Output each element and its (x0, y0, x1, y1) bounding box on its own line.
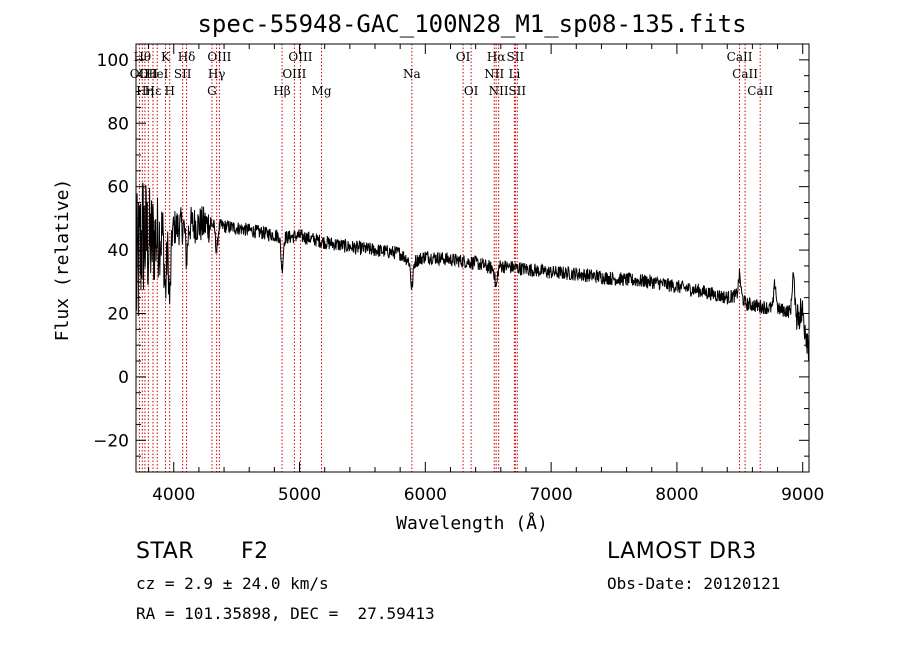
line-label-14: OIII (282, 67, 306, 81)
line-label-27: CaII (732, 67, 758, 81)
axis-ticks: 4000 5000 6000 7000 8000 9000 −20 0 20 40 60 80 100 (93, 44, 824, 505)
y-tick-label-6: 100 (97, 51, 129, 71)
spectrum-series (135, 182, 810, 361)
line-label-7: H (164, 84, 174, 98)
line-label-17: Na (403, 67, 421, 81)
line-label-9: Hδ (178, 50, 196, 64)
x-tick-label-3: 7000 (529, 485, 572, 505)
coordinates: RA = 101.35898, DEC = 27.59413 (136, 604, 435, 623)
line-label-0: OII (130, 67, 150, 81)
line-label-12: OIII (207, 50, 231, 64)
line-label-25: SII (508, 84, 526, 98)
spectral-line-labels: OIIHθHηOIIHεHeIKHSIIHδGHγOIIIHβOIIIOIIIM… (130, 50, 774, 98)
y-tick-label-1: 0 (118, 368, 129, 388)
line-label-19: OI (464, 84, 479, 98)
line-label-11: Hγ (208, 67, 226, 81)
line-label-2: Hη (136, 84, 154, 98)
plot-frame (135, 43, 810, 473)
line-label-21: Hα (487, 50, 506, 64)
line-label-28: CaII (747, 84, 773, 98)
y-axis-label: Flux (relative) (52, 179, 73, 342)
x-tick-label-5: 9000 (781, 485, 824, 505)
line-label-5: HeI (146, 67, 169, 81)
survey-name: LAMOST DR3 (607, 539, 757, 564)
line-label-24: SII (507, 50, 525, 64)
line-label-1: Hθ (133, 50, 151, 64)
x-axis-label: Wavelength (Å) (396, 512, 548, 534)
line-label-13: Hβ (273, 84, 290, 98)
y-tick-label-3: 40 (107, 241, 129, 261)
line-label-20: NII (484, 67, 504, 81)
x-tick-label-2: 6000 (404, 485, 447, 505)
line-label-10: G (207, 84, 217, 98)
object-subclass: F2 (241, 539, 269, 564)
line-label-6: K (161, 50, 171, 64)
line-label-8: SII (174, 67, 192, 81)
object-class: STAR (136, 539, 195, 564)
y-tick-label-0: −20 (93, 431, 129, 451)
line-label-23: Li (508, 67, 520, 81)
line-label-15: OIII (288, 50, 312, 64)
obs-date: Obs-Date: 20120121 (607, 574, 781, 593)
redshift-text: cz = 2.9 ± 24.0 km/s (136, 574, 329, 593)
line-label-18: OI (456, 50, 471, 64)
line-label-22: NII (489, 84, 509, 98)
spectrum-line (135, 182, 810, 361)
y-tick-label-5: 80 (107, 114, 129, 134)
line-label-3: OII (139, 67, 159, 81)
x-tick-label-0: 4000 (152, 485, 195, 505)
line-label-26: CaII (727, 50, 753, 64)
x-tick-label-4: 8000 (655, 485, 698, 505)
x-tick-label-1: 5000 (278, 485, 321, 505)
line-label-16: Mg (312, 84, 332, 98)
y-tick-label-4: 60 (107, 178, 129, 198)
line-label-4: Hε (145, 84, 162, 98)
y-tick-label-2: 20 (107, 304, 129, 324)
chart-title: spec-55948-GAC_100N28_M1_sp08-135.fits (197, 10, 746, 38)
